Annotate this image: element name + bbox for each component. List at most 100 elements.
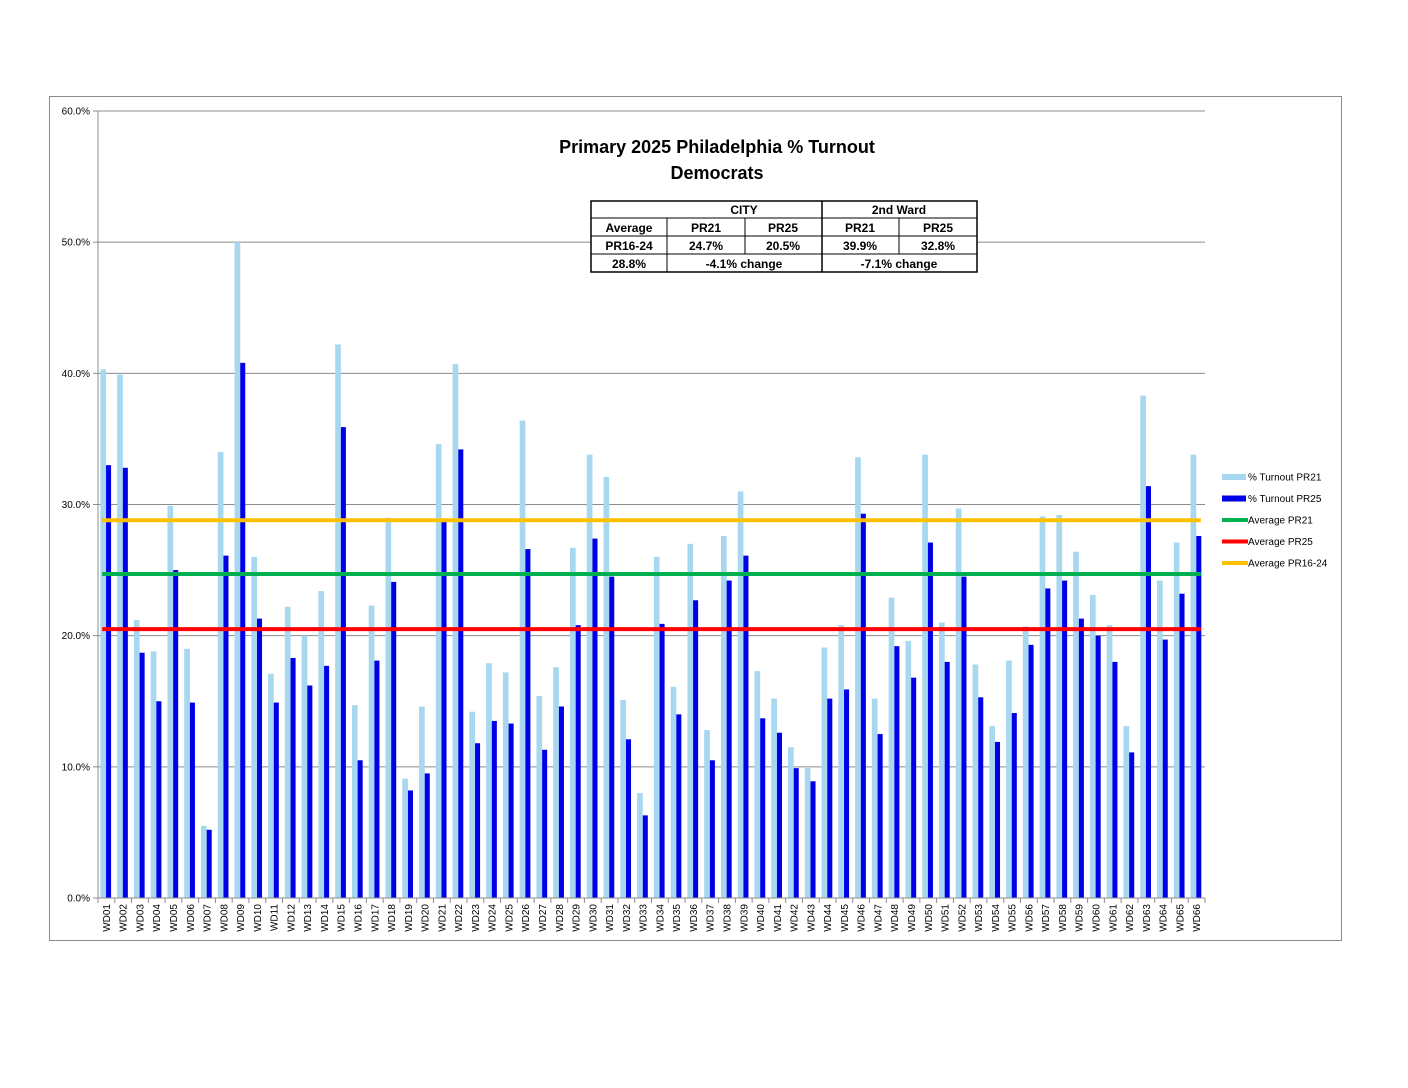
- table-ward-pr21-header: PR21: [845, 221, 875, 235]
- bar-pr25-wd62: [1129, 752, 1135, 898]
- bar-pr25-wd14: [324, 665, 330, 898]
- x-tick-label: WD12: [286, 904, 297, 932]
- chart-title: Primary 2025 Philadelphia % Turnout: [559, 137, 875, 157]
- x-tick-label: WD29: [572, 904, 583, 932]
- bar-pr21-wd24: [486, 663, 492, 898]
- x-tick-label: WD28: [555, 904, 566, 932]
- bar-pr25-wd24: [491, 720, 497, 898]
- bar-pr25-wd06: [189, 702, 195, 898]
- x-tick-label: WD21: [437, 904, 448, 932]
- x-tick-label: WD53: [974, 904, 985, 932]
- bar-pr21-wd11: [268, 673, 274, 898]
- bar-pr21-wd21: [435, 444, 442, 898]
- chart-subtitle: Democrats: [670, 163, 763, 183]
- bar-pr25-wd26: [525, 549, 531, 898]
- table-ward-header: 2nd Ward: [872, 203, 926, 217]
- bar-pr25-wd13: [307, 685, 313, 898]
- bar-pr21-wd44: [821, 647, 828, 898]
- table-ward-pr25-value: 32.8%: [921, 239, 955, 253]
- x-tick-label: WD45: [840, 904, 851, 932]
- chart-frame: 0.0% 10.0% 20.0% 30.0% 40.0% 50.0% 60.0% WD01 WD…: [49, 96, 1342, 941]
- bar-pr25-wd55: [1011, 713, 1017, 898]
- x-tick-label: WD02: [119, 904, 130, 932]
- table-city-pr21-header: PR21: [691, 221, 721, 235]
- x-tick-label: WD42: [790, 904, 801, 932]
- axes: 0.0% 10.0% 20.0% 30.0% 40.0% 50.0% 60.0% WD01 WD…: [62, 107, 1206, 932]
- bar-pr25-wd46: [860, 513, 866, 898]
- bar-pr21-wd31: [603, 476, 610, 898]
- x-tick-label: WD03: [135, 904, 146, 932]
- x-tick-label: WD16: [353, 904, 364, 932]
- bar-pr25-wd42: [793, 768, 799, 898]
- bars: [100, 242, 1202, 899]
- bar-pr21-wd28: [553, 667, 559, 898]
- bar-pr25-wd56: [1028, 644, 1034, 898]
- x-tick-label: WD59: [1075, 904, 1086, 932]
- bar-pr25-wd16: [357, 760, 363, 898]
- legend-swatch: [1222, 495, 1246, 502]
- x-tick-label: WD33: [639, 904, 650, 932]
- x-tick-label: WD35: [672, 904, 683, 932]
- bar-pr25-wd52: [961, 576, 967, 898]
- x-tick-label: WD24: [488, 904, 499, 932]
- bar-pr25-wd37: [709, 760, 715, 898]
- y-tick-label: 50.0%: [62, 238, 90, 249]
- x-tick-label: WD66: [1192, 904, 1203, 932]
- table-ward-pr25-header: PR25: [923, 221, 953, 235]
- bar-pr25-wd25: [508, 723, 514, 898]
- bar-pr25-wd49: [911, 677, 917, 898]
- x-tick-label: WD15: [337, 904, 348, 932]
- bar-pr21-wd52: [955, 508, 962, 898]
- bar-pr25-wd34: [659, 623, 665, 898]
- bar-pr21-wd19: [402, 778, 408, 898]
- x-tick-label: WD25: [504, 904, 515, 932]
- y-tick-label: 10.0%: [62, 762, 90, 773]
- bar-pr21-wd14: [318, 591, 325, 898]
- x-tick-label: WD51: [941, 904, 952, 932]
- legend-label: Average PR25: [1248, 537, 1313, 548]
- bar-pr21-wd30: [586, 454, 593, 898]
- bar-pr21-wd59: [1073, 551, 1079, 898]
- bar-pr25-wd51: [944, 661, 950, 898]
- bar-pr21-wd07: [200, 825, 207, 898]
- turnout-chart: 0.0% 10.0% 20.0% 30.0% 40.0% 50.0% 60.0% WD01 WD…: [62, 107, 1328, 932]
- x-tick-label: WD34: [655, 904, 666, 932]
- bar-pr25-wd64: [1162, 639, 1168, 898]
- bar-pr21-wd54: [989, 726, 996, 898]
- bar-pr25-wd59: [1078, 618, 1084, 898]
- bar-pr25-wd43: [810, 781, 816, 898]
- bar-pr21-wd12: [284, 606, 291, 898]
- bar-pr21-wd15: [335, 344, 341, 898]
- table-average-value: 28.8%: [612, 257, 646, 271]
- x-tick-label: WD22: [454, 904, 465, 932]
- table-period-label: PR16-24: [605, 239, 653, 253]
- bar-pr21-wd60: [1089, 595, 1096, 898]
- x-tick-label: WD18: [387, 904, 398, 932]
- x-tick-label: WD17: [370, 904, 381, 932]
- bar-pr21-wd64: [1157, 580, 1163, 898]
- bar-pr21-wd51: [938, 622, 945, 898]
- bar-pr25-wd39: [743, 555, 749, 898]
- x-tick-label: WD56: [1024, 904, 1035, 932]
- x-tick-label: WD31: [605, 904, 616, 932]
- table-city-change: -4.1% change: [706, 257, 783, 271]
- bar-pr21-wd65: [1173, 542, 1180, 898]
- bar-pr25-wd28: [558, 706, 564, 898]
- bar-pr21-wd03: [133, 619, 140, 898]
- bar-pr21-wd26: [519, 420, 526, 898]
- table-city-pr25-header: PR25: [768, 221, 798, 235]
- legend-label: % Turnout PR25: [1248, 494, 1322, 505]
- bar-pr25-wd22: [458, 449, 464, 898]
- bar-pr21-wd66: [1190, 454, 1197, 898]
- bar-pr21-wd63: [1140, 395, 1146, 898]
- bar-pr21-wd20: [419, 706, 425, 898]
- table-average-label: Average: [606, 221, 653, 235]
- bar-pr21-wd46: [855, 457, 861, 898]
- bar-pr21-wd47: [871, 698, 878, 898]
- table-ward-change: -7.1% change: [861, 257, 938, 271]
- bar-pr21-wd42: [788, 747, 794, 898]
- bar-pr21-wd25: [502, 672, 509, 898]
- bar-pr25-wd21: [441, 520, 447, 898]
- bar-pr21-wd18: [385, 517, 392, 898]
- bar-pr21-wd38: [720, 535, 727, 898]
